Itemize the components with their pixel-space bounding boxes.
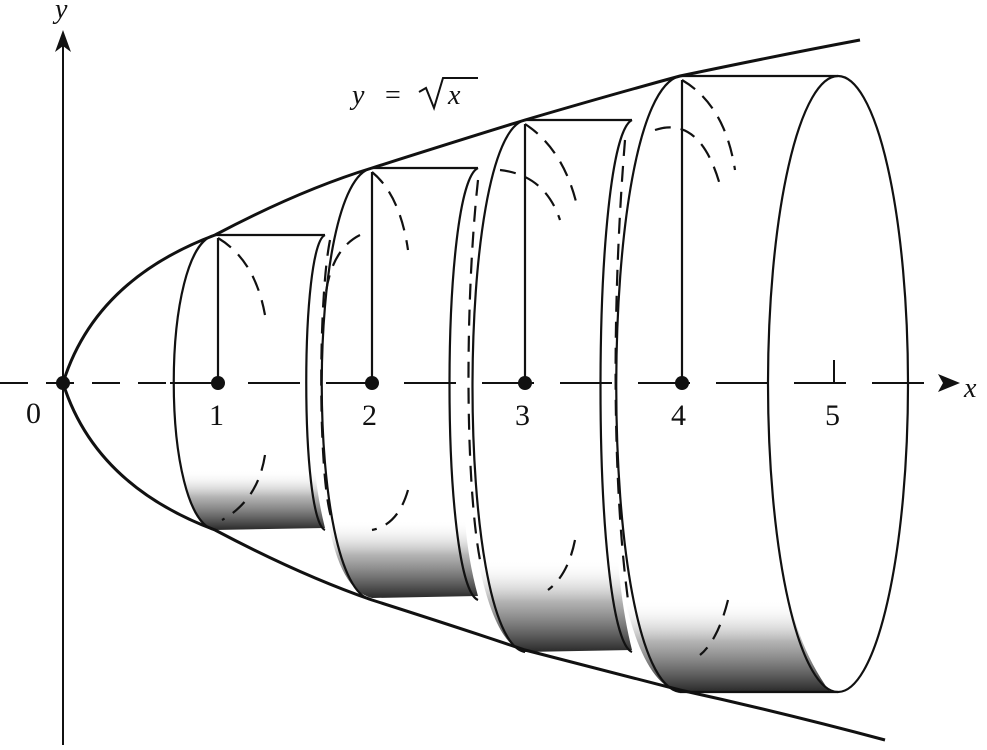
disk-2-shade xyxy=(328,520,478,598)
disk-3-bottom-arc xyxy=(547,539,577,591)
point-2 xyxy=(365,376,379,390)
y-axis-label: y xyxy=(52,0,68,25)
disk-3-dashed-ellipse xyxy=(467,179,482,561)
point-4 xyxy=(675,376,689,390)
curve-label: y = x xyxy=(349,77,478,112)
tick-label-5: 5 xyxy=(825,399,840,432)
bounding-curves xyxy=(61,38,886,742)
point-3 xyxy=(518,376,532,390)
tick-label-3: 3 xyxy=(515,399,530,432)
disk-2-bottom-arc xyxy=(371,489,410,532)
tick-label-1: 1 xyxy=(209,399,224,432)
tick-label-2: 2 xyxy=(362,399,377,432)
curve-label-equals: = xyxy=(385,80,401,111)
disk-1-outer-ellipse xyxy=(172,233,216,532)
curve-label-y: y xyxy=(349,80,365,111)
disk-2-front-ellipse xyxy=(448,166,479,602)
disk-3-hidden-arc xyxy=(524,123,580,211)
disk-1-hidden-arc xyxy=(217,237,267,316)
disk-4-shade xyxy=(625,600,830,692)
disk-3-shade xyxy=(478,560,632,652)
tick-labels: 0 1 2 3 4 5 xyxy=(26,397,840,432)
tick-label-4: 4 xyxy=(671,399,686,432)
disk-2-hidden-arc xyxy=(371,171,410,251)
upper-curve xyxy=(61,38,861,384)
axis-points xyxy=(56,376,689,390)
sqrt-radical-icon xyxy=(418,77,478,112)
disk-2-dashed-ellipse xyxy=(320,239,334,521)
x-axis-arrow-icon xyxy=(938,374,960,392)
disk-4 xyxy=(614,74,910,694)
x-axis-label: x xyxy=(963,373,977,404)
disk-1 xyxy=(172,233,326,532)
disk-3-outer-ellipse xyxy=(471,118,526,654)
disk-4-bottom-arc xyxy=(699,599,730,656)
disk-1-front-ellipse xyxy=(305,233,326,532)
disk-4-hidden-arc xyxy=(681,79,737,171)
disk-4-inner-arc xyxy=(654,126,722,186)
y-axis-arrow-icon xyxy=(55,30,71,52)
origin-label: 0 xyxy=(26,397,41,430)
disk-2-inner-arc xyxy=(323,234,361,301)
disk-4-dashed-ellipse xyxy=(614,139,630,601)
curve-label-x: x xyxy=(447,80,461,111)
disk-3 xyxy=(467,118,633,654)
disk-3-front-ellipse xyxy=(599,119,633,654)
origin-dot xyxy=(56,376,70,390)
disk-1-shade xyxy=(183,470,325,530)
point-1 xyxy=(211,376,225,390)
disk-2 xyxy=(320,166,479,602)
disk-shading xyxy=(183,470,830,692)
disk-1-hidden-arc-bottom xyxy=(221,454,267,521)
lower-curve xyxy=(61,382,886,742)
disk-3-inner-arc xyxy=(499,168,562,221)
